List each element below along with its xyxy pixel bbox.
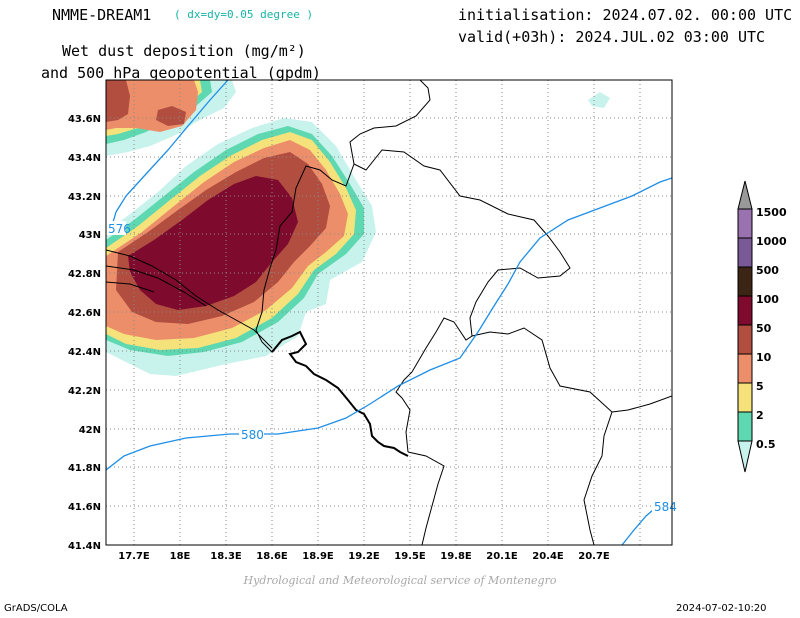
lat-tick-label: 42.4N [68,347,101,358]
lat-tick-label: 43.4N [68,153,101,164]
colorbar-swatch-2 [737,411,753,442]
graticule [106,80,672,545]
software-label: GrADS/COLA [4,603,68,614]
contour-label-bg [239,427,264,441]
lat-tick-label: 41.8N [68,463,101,474]
resolution-label: ( dx=dy=0.05 degree ) [174,8,314,21]
colorbar-labels: 1500 1000 500 100 50 10 5 2 0.5 [756,206,787,451]
colorbar-swatch-100 [737,295,753,326]
map-title-line2: and 500 hPa geopotential (gpdm) [41,64,321,82]
lat-tick-label: 43.6N [68,114,101,125]
lat-tick-label: 42.2N [68,386,101,397]
contour-label-bg [104,221,126,235]
render-timestamp: 2024-07-02-10:20 [676,603,767,614]
colorbar-top-arrow [737,180,753,210]
colorbar-swatch-1000 [737,237,753,268]
lon-tick-label: 18.6E [256,551,288,562]
colorbar-bottom-arrow [737,440,753,473]
deposition-field [106,80,610,376]
lat-tick-label: 41.4N [68,541,101,552]
colorbar-swatch-1500 [737,208,753,239]
lon-tick-label: 18.9E [302,551,334,562]
colorbar-swatch-5 [737,382,753,413]
lon-tick-label: 17.7E [118,551,150,562]
contour-label-bg [652,499,674,513]
model-name: NMME-DREAM1 [52,6,152,24]
dep-50-nw-small [156,106,186,126]
montenegro-coastline [271,330,409,457]
lat-tick-label: 42N [79,425,101,436]
colorbar-swatch-50 [737,324,753,355]
colorbar-label: 0.5 [756,438,776,451]
dep-50-nw [106,80,130,122]
colorbar-label: 2 [756,409,764,422]
contour-labels: 576 580 584 [104,221,677,514]
lon-tick-label: 20.4E [532,551,564,562]
colorbar-label: 1000 [756,235,787,248]
initialisation-time: initialisation: 2024.07.02. 00:00 UTC [458,6,793,24]
lon-tick-label: 19.8E [440,551,472,562]
colorbar-label: 5 [756,380,764,393]
lon-tick-label: 20.1E [486,551,518,562]
colorbar-label: 1500 [756,206,787,219]
plot-frame [105,79,673,546]
country-borders [106,80,672,545]
lat-tick-label: 43N [79,230,101,241]
lon-tick-label: 19.2E [348,551,380,562]
contour-label-576: 576 [108,222,131,236]
colorbar-label: 50 [756,322,772,335]
contour-label-580: 580 [241,428,264,442]
colorbar-label: 100 [756,293,779,306]
latitude-axis: 43.6N 43.4N 43.2N 43N 42.8N 42.6N 42.4N … [68,114,101,552]
colorbar-label: 10 [756,351,772,364]
map-title-line1: Wet dust deposition (mg/m²) [62,42,306,60]
contour-576-line [111,80,229,227]
credit-line: Hydrological and Meteorological service … [243,574,557,587]
colorbar-label: 500 [756,264,779,277]
longitude-axis: 17.7E 18E 18.3E 18.6E 18.9E 19.2E 19.5E … [118,551,610,562]
colorbar [737,180,753,473]
colorbar-swatch-500 [737,266,753,297]
lon-tick-label: 18.3E [210,551,242,562]
dep-0.5-far-ne [588,92,610,108]
colorbar-swatch-10 [737,353,753,384]
lat-tick-label: 42.8N [68,269,101,280]
lon-tick-label: 20.7E [578,551,610,562]
lat-tick-label: 42.6N [68,308,101,319]
contour-580-line [106,177,672,471]
contour-label-584: 584 [654,500,677,514]
lon-tick-label: 18E [170,551,191,562]
valid-time: valid(+03h): 2024.JUL.02 03:00 UTC [458,28,766,46]
lat-tick-label: 41.6N [68,502,101,513]
lat-tick-label: 43.2N [68,192,101,203]
lon-tick-label: 19.5E [394,551,426,562]
